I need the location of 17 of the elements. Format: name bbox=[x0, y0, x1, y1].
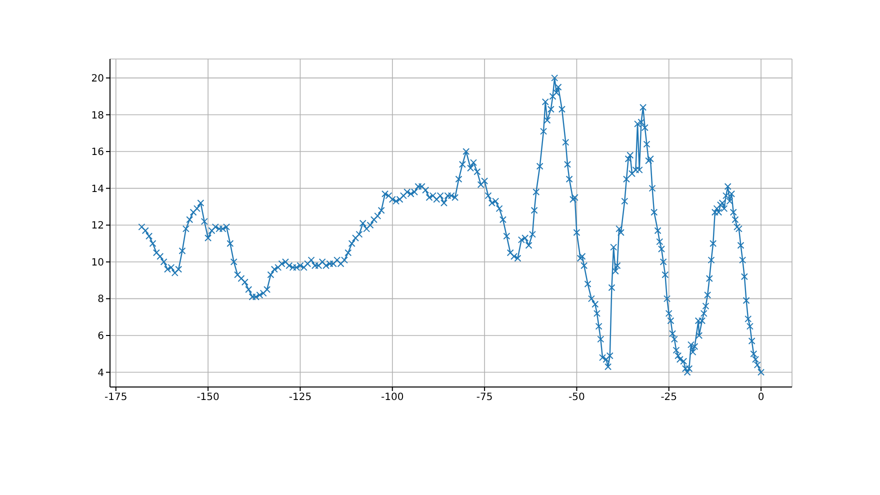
y-tick-label: 8 bbox=[98, 294, 104, 306]
y-tick-label: 16 bbox=[91, 147, 104, 158]
x-tick-label: -125 bbox=[288, 392, 312, 404]
y-tick-label: 4 bbox=[98, 368, 104, 379]
y-tick-label: 12 bbox=[91, 220, 104, 232]
x-tick-label: -150 bbox=[196, 392, 220, 404]
y-tick-label: 18 bbox=[91, 110, 104, 122]
x-tick-label: -100 bbox=[381, 392, 404, 404]
y-tick-label: 10 bbox=[91, 257, 104, 268]
y-tick-label: 6 bbox=[98, 331, 104, 342]
y-tick-label: 20 bbox=[91, 74, 104, 84]
x-tick-label: 0 bbox=[758, 392, 764, 404]
y-tick-label: 14 bbox=[91, 184, 104, 195]
x-tick-label: -50 bbox=[568, 392, 585, 404]
x-tick-label: -175 bbox=[104, 392, 128, 404]
x-tick-label: -25 bbox=[660, 392, 678, 404]
x-tick-label: -75 bbox=[476, 392, 493, 404]
